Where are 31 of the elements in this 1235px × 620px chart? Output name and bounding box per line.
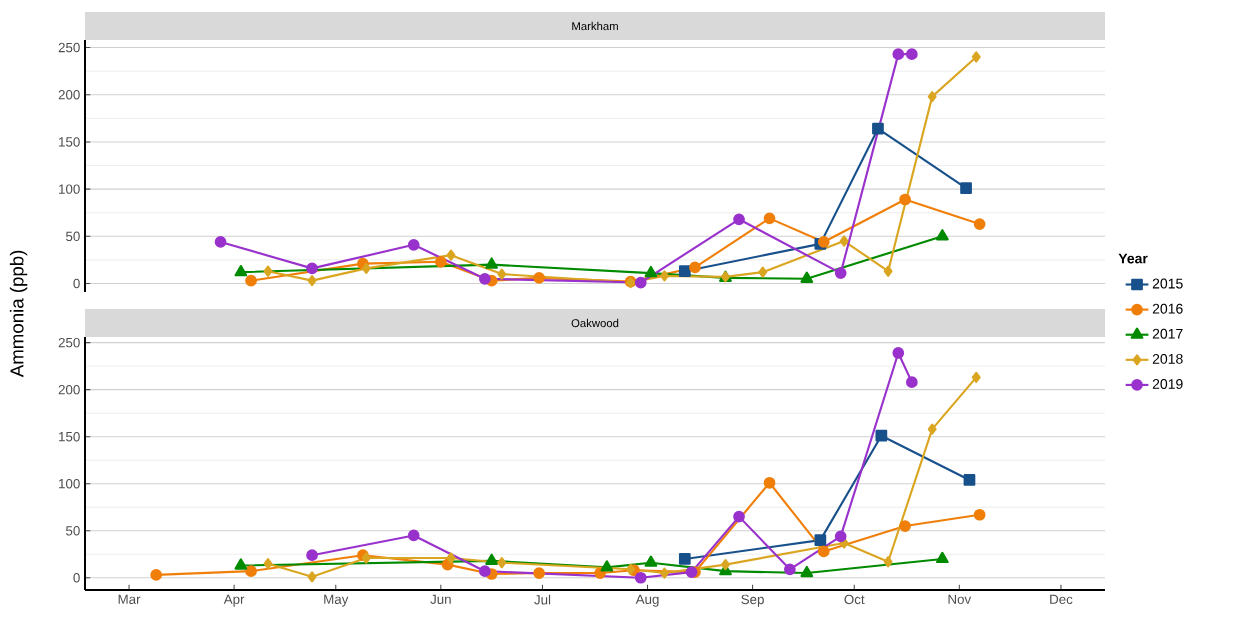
x-tick-label: Apr [223, 594, 245, 607]
y-tick-label: 50 [66, 526, 80, 536]
y-tick-label: 100 [59, 184, 80, 194]
y-tick-label: 200 [58, 384, 80, 395]
x-tick-label: Aug [635, 594, 659, 607]
legend-label: 2015 [1152, 278, 1183, 289]
x-tick-label: Oct [844, 594, 865, 605]
x-tick-label: Jun [430, 594, 451, 604]
y-tick-label: 200 [58, 90, 80, 100]
y-tick-label: 150 [59, 431, 80, 442]
y-tick-label: 150 [59, 137, 80, 147]
y-tick-label: 50 [66, 231, 80, 242]
x-tick-label: May [324, 594, 349, 607]
x-tick-label: Nov [948, 594, 972, 604]
legend-label: 2016 [1152, 303, 1183, 314]
x-tick-label: Jul [534, 594, 551, 605]
y-tick-label: 0 [73, 573, 80, 583]
y-tick-label: 0 [73, 278, 80, 289]
x-tick-label: Sep [741, 594, 764, 607]
legend-title: Year [1118, 253, 1148, 264]
y-tick-label: 250 [58, 337, 80, 348]
x-tick-label: Dec [1050, 594, 1073, 604]
y-axis-title: Ammonia (ppb) [9, 250, 28, 378]
legend-label: 2018 [1152, 353, 1183, 364]
y-tick-label: 100 [59, 478, 80, 489]
legend-label: 2017 [1152, 328, 1183, 339]
y-tick-label: 250 [58, 42, 80, 53]
chart-title: Markham [572, 21, 618, 31]
legend-label: 2019 [1152, 379, 1183, 389]
chart-title: Oakwood [571, 318, 619, 328]
x-tick-label: Mar [118, 594, 141, 604]
